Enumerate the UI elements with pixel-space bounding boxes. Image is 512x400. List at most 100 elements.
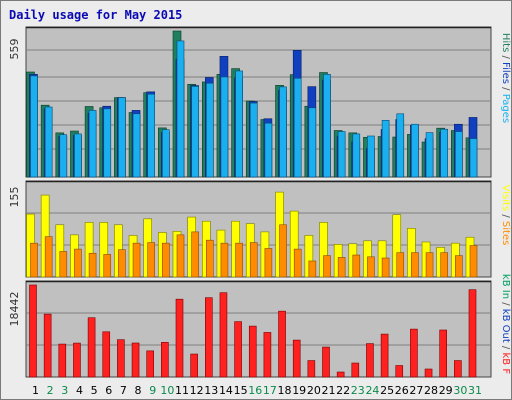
day-label: 7 — [120, 384, 127, 397]
bar-kbf — [439, 329, 448, 378]
bar-kbf — [424, 368, 433, 378]
day-label: 2 — [47, 384, 54, 397]
bar-sites — [74, 248, 82, 278]
bar-kbf — [29, 284, 37, 378]
bar-sites — [235, 242, 243, 278]
bar-pages — [308, 107, 317, 178]
day-label: 20 — [307, 384, 321, 397]
y-max-label: 155 — [8, 187, 21, 208]
day-label: 25 — [380, 384, 394, 397]
bar-sites — [147, 242, 155, 278]
bar-pages — [118, 97, 126, 178]
bar-pages — [337, 131, 346, 178]
bar-kbf — [161, 342, 169, 378]
bar-kbf — [131, 342, 140, 378]
bar-sites — [279, 224, 287, 278]
legend-sep: / — [500, 214, 511, 221]
bar-pages — [191, 86, 199, 178]
day-label: 13 — [204, 384, 218, 397]
bar-sites — [132, 242, 141, 278]
y-max-label: 559 — [8, 39, 21, 60]
bar-kbf — [322, 346, 330, 378]
bar-kbf — [190, 353, 198, 378]
day-label: 16 — [248, 384, 262, 397]
legend-pages: Pages — [500, 94, 511, 123]
bar-sites — [352, 254, 361, 278]
bar-sites — [381, 257, 390, 278]
bar-sites — [191, 231, 199, 278]
legend-kbf: kB F — [500, 352, 511, 374]
bar-pages — [323, 74, 331, 178]
bar-pages — [455, 131, 463, 178]
bar-sites — [323, 255, 331, 278]
bar-sites — [411, 252, 419, 278]
bar-sites — [88, 252, 97, 278]
day-label: 22 — [336, 384, 350, 397]
bar-sites — [118, 249, 126, 278]
day-label: 29 — [439, 384, 453, 397]
bar-sites — [249, 242, 258, 278]
bar-sites — [176, 234, 185, 278]
legend-sep: / — [500, 87, 511, 94]
bar-pages — [132, 113, 141, 178]
legend-kbin_label: kB In — [500, 274, 511, 302]
bar-pages — [30, 75, 38, 178]
legend-visits: Visits — [500, 185, 511, 215]
legend-hits: Hits — [500, 33, 511, 56]
bar-kbf — [102, 331, 111, 378]
bar-pages — [162, 129, 170, 178]
day-label: 10 — [160, 384, 174, 397]
bar-kbf — [263, 332, 272, 378]
bar-pages — [469, 138, 478, 178]
bar-kbf — [454, 360, 462, 378]
bar-pages — [235, 70, 243, 178]
bar-kbf — [248, 325, 257, 378]
day-label: 31 — [468, 384, 482, 397]
day-label: 8 — [135, 384, 142, 397]
bar-kbf — [278, 310, 286, 378]
legend-files: Files — [500, 62, 511, 87]
day-label: 26 — [395, 384, 409, 397]
day-label: 23 — [351, 384, 365, 397]
legend-kbout: kB Out — [500, 309, 511, 346]
y-max-label: 18442 — [8, 292, 21, 327]
bar-pages — [440, 128, 449, 178]
day-label: 18 — [278, 384, 292, 397]
bar-pages — [88, 110, 97, 178]
bar-sites — [469, 245, 478, 278]
bar-sites — [308, 260, 317, 278]
bar-kbf — [43, 313, 52, 378]
bar-pages — [176, 40, 185, 178]
bar-kbf — [175, 298, 184, 378]
side-legend-top: Hits / Files / Pages — [500, 33, 511, 123]
bar-pages — [352, 133, 361, 178]
bar-pages — [293, 77, 302, 178]
bar-sites — [440, 252, 449, 278]
day-label: 4 — [76, 384, 83, 397]
bar-pages — [381, 120, 390, 178]
legend-sep: / — [500, 346, 511, 353]
bar-pages — [206, 82, 214, 178]
bar-kbf — [292, 339, 301, 378]
bar-pages — [425, 132, 434, 178]
bar-pages — [367, 135, 375, 178]
day-label: 1 — [32, 384, 39, 397]
bar-sites — [337, 257, 346, 278]
day-label: 14 — [219, 384, 233, 397]
day-label: 27 — [409, 384, 423, 397]
bar-pages — [249, 102, 258, 178]
day-label: 21 — [322, 384, 336, 397]
day-label: 11 — [175, 384, 189, 397]
bar-pages — [396, 113, 405, 178]
bar-pages — [264, 122, 273, 178]
day-label: 30 — [453, 384, 467, 397]
bar-pages — [44, 106, 53, 178]
bar-kbf — [395, 365, 404, 378]
day-label: 28 — [424, 384, 438, 397]
bar-kbf — [410, 328, 418, 378]
bar-kbf — [87, 317, 96, 378]
bar-pages — [59, 134, 68, 178]
bar-sites — [264, 248, 273, 278]
day-label: 3 — [61, 384, 68, 397]
